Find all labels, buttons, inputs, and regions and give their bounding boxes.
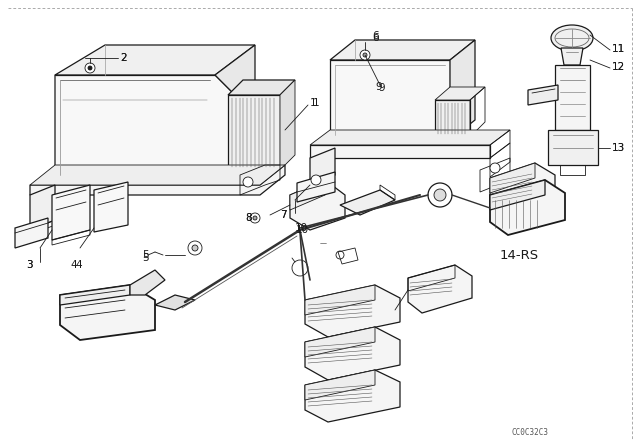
Text: 7: 7: [280, 210, 287, 220]
Polygon shape: [548, 130, 598, 165]
Ellipse shape: [551, 25, 593, 51]
Polygon shape: [305, 370, 375, 400]
Text: 4: 4: [70, 260, 77, 270]
Text: 14-RS: 14-RS: [500, 249, 539, 262]
Polygon shape: [435, 100, 470, 137]
Polygon shape: [290, 180, 325, 210]
Circle shape: [292, 260, 308, 276]
Polygon shape: [52, 185, 90, 240]
Polygon shape: [305, 327, 375, 357]
Text: 11: 11: [612, 44, 625, 54]
Text: 12: 12: [612, 62, 625, 72]
Text: 7: 7: [280, 210, 287, 220]
Text: 10: 10: [296, 225, 309, 235]
Circle shape: [188, 241, 202, 255]
Circle shape: [85, 63, 95, 73]
Circle shape: [311, 175, 321, 185]
Polygon shape: [55, 75, 235, 180]
Text: 9: 9: [378, 83, 385, 93]
Polygon shape: [340, 190, 395, 215]
Polygon shape: [60, 285, 155, 340]
Text: 5: 5: [142, 253, 148, 263]
Polygon shape: [130, 270, 165, 295]
Text: 9: 9: [375, 82, 381, 92]
Polygon shape: [450, 40, 475, 140]
Polygon shape: [490, 180, 545, 210]
Polygon shape: [290, 180, 345, 230]
Text: 3: 3: [26, 260, 33, 270]
Text: 13: 13: [612, 143, 625, 153]
Text: 13: 13: [612, 143, 625, 153]
Polygon shape: [310, 130, 510, 145]
Polygon shape: [310, 145, 490, 158]
Circle shape: [250, 213, 260, 223]
Circle shape: [192, 245, 198, 251]
Circle shape: [363, 53, 367, 57]
Polygon shape: [490, 163, 535, 193]
Polygon shape: [490, 163, 555, 220]
Circle shape: [490, 163, 500, 173]
Circle shape: [253, 216, 257, 220]
Circle shape: [428, 183, 452, 207]
Polygon shape: [408, 265, 472, 313]
Polygon shape: [30, 165, 285, 195]
Polygon shape: [228, 95, 280, 170]
Text: 8: 8: [245, 213, 252, 223]
Polygon shape: [305, 285, 400, 337]
Polygon shape: [15, 218, 48, 248]
Text: —: —: [320, 240, 327, 246]
Text: 4: 4: [75, 260, 82, 270]
Polygon shape: [305, 327, 400, 380]
Text: 12: 12: [612, 62, 625, 72]
Circle shape: [360, 50, 370, 60]
Text: 1: 1: [313, 98, 319, 108]
Text: 5: 5: [142, 250, 148, 260]
Polygon shape: [330, 40, 475, 60]
Polygon shape: [155, 295, 195, 310]
Polygon shape: [310, 148, 335, 185]
Polygon shape: [330, 60, 450, 140]
Circle shape: [243, 177, 253, 187]
Polygon shape: [528, 85, 558, 105]
Text: 10: 10: [295, 223, 308, 233]
Text: 2: 2: [120, 53, 127, 63]
Polygon shape: [435, 87, 485, 100]
Polygon shape: [297, 172, 335, 202]
Polygon shape: [228, 80, 295, 95]
Circle shape: [336, 251, 344, 259]
Polygon shape: [561, 48, 583, 65]
Text: 1: 1: [310, 98, 317, 108]
Polygon shape: [305, 285, 375, 315]
Text: 2: 2: [120, 53, 127, 63]
Polygon shape: [215, 45, 255, 160]
Circle shape: [88, 66, 92, 70]
Circle shape: [434, 189, 446, 201]
Polygon shape: [55, 45, 255, 75]
Polygon shape: [30, 185, 55, 230]
Text: CC0C32C3: CC0C32C3: [511, 427, 548, 436]
Text: 6: 6: [372, 31, 379, 41]
Polygon shape: [94, 182, 128, 232]
Polygon shape: [555, 65, 590, 130]
Polygon shape: [305, 370, 400, 422]
Polygon shape: [490, 180, 565, 235]
Text: 8: 8: [245, 213, 252, 223]
Polygon shape: [280, 80, 295, 170]
Text: 11: 11: [612, 44, 625, 54]
Text: 3: 3: [26, 260, 33, 270]
Polygon shape: [30, 165, 285, 185]
Polygon shape: [60, 285, 130, 305]
Text: 6: 6: [372, 33, 379, 43]
